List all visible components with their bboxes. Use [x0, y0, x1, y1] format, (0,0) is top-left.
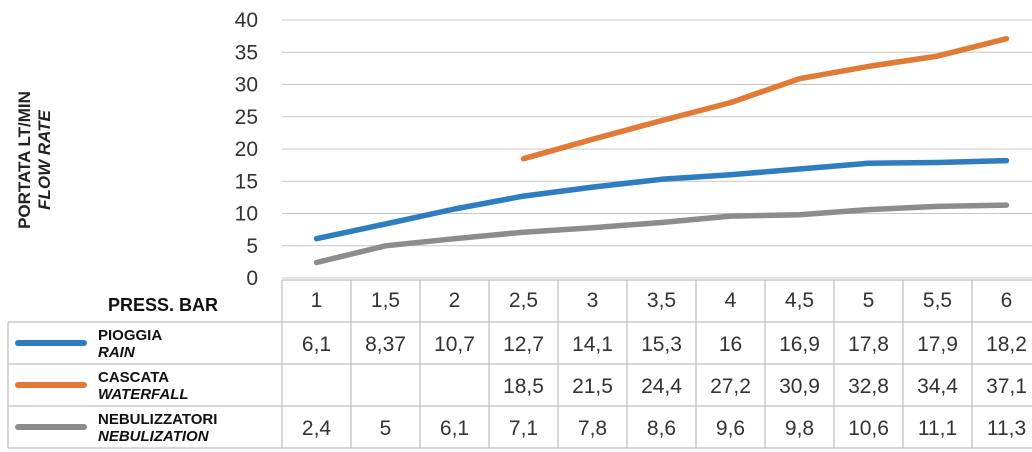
- x-tick-label: 5,5: [923, 289, 952, 312]
- x-tick-label: 3,5: [647, 289, 676, 312]
- data-label: 7,1: [509, 417, 538, 440]
- data-label: 15,3: [641, 333, 682, 356]
- data-label: 6,1: [302, 333, 331, 356]
- y-tick-label: 20: [235, 138, 258, 161]
- data-label: 10,6: [848, 417, 889, 440]
- data-label: 7,8: [578, 417, 607, 440]
- data-label: 30,9: [779, 375, 820, 398]
- y-axis-subtitle: FLOW RATE: [35, 109, 54, 209]
- y-tick-label: 0: [246, 267, 258, 290]
- x-tick-label: 2: [449, 289, 461, 312]
- y-tick-labels: 0 5 10 15 20 25 30 35 40: [235, 9, 258, 290]
- legend-label: PIOGGIA: [98, 327, 162, 344]
- x-tick-label: 3: [587, 289, 599, 312]
- y-axis-label: PORTATA LT/MIN FLOW RATE: [15, 91, 54, 229]
- y-tick-label: 15: [235, 170, 258, 193]
- data-label: 18,5: [503, 375, 544, 398]
- legend-label-en: RAIN: [98, 344, 136, 361]
- y-tick-label: 25: [235, 106, 258, 129]
- data-label: 16,9: [779, 333, 820, 356]
- data-label: 10,7: [434, 333, 475, 356]
- data-label: 16: [719, 333, 742, 356]
- data-label: 8,37: [365, 333, 406, 356]
- x-tick-label: 4: [725, 289, 737, 312]
- legend-label-en: NEBULIZATION: [98, 428, 210, 445]
- x-tick-label: 6: [1001, 289, 1013, 312]
- x-tick-label: 1,5: [371, 289, 400, 312]
- data-label: 27,2: [710, 375, 751, 398]
- y-tick-label: 10: [235, 203, 258, 226]
- data-label: 32,8: [848, 375, 889, 398]
- data-label: 18,2: [986, 333, 1027, 356]
- data-label: 21,5: [572, 375, 613, 398]
- data-label: 14,1: [572, 333, 613, 356]
- data-label: 34,4: [917, 375, 958, 398]
- data-label: 9,8: [785, 417, 814, 440]
- data-table: PRESS. BAR 1 1,5 2 2,5 3 3,5 4 4,5 5 5,5 6 PIOGGIAR…: [7, 279, 1032, 449]
- legend-label: CASCATA: [98, 369, 169, 386]
- data-label: 17,8: [848, 333, 889, 356]
- data-label: 24,4: [641, 375, 682, 398]
- y-tick-label: 40: [235, 9, 258, 32]
- data-label: 37,1: [986, 375, 1027, 398]
- x-tick-label: 4,5: [785, 289, 814, 312]
- x-axis-title: PRESS. BAR: [108, 295, 218, 315]
- data-label: 17,9: [917, 333, 958, 356]
- x-tick-label: 5: [863, 289, 875, 312]
- data-label: 2,4: [302, 417, 332, 440]
- y-tick-label: 5: [246, 235, 258, 258]
- data-label: 8,6: [647, 417, 676, 440]
- series-lines: [313, 35, 1010, 266]
- series-line: [313, 202, 1010, 266]
- x-tick-label: 2,5: [509, 289, 538, 312]
- data-label: 11,3: [987, 417, 1026, 440]
- legend-label: NEBULIZZATORI: [98, 411, 217, 428]
- data-label: 6,1: [440, 417, 469, 440]
- series-line: [520, 35, 1010, 162]
- data-label: 11,1: [918, 417, 957, 440]
- data-label: 5: [380, 417, 392, 440]
- series-line: [313, 157, 1010, 242]
- data-label: 12,7: [503, 333, 544, 356]
- x-tick-label: 1: [311, 289, 323, 312]
- y-tick-label: 30: [235, 74, 258, 97]
- y-axis-title: PORTATA LT/MIN: [15, 91, 34, 229]
- legend-label-en: WATERFALL: [98, 386, 189, 403]
- data-label: 9,6: [716, 417, 745, 440]
- y-tick-label: 35: [235, 41, 258, 64]
